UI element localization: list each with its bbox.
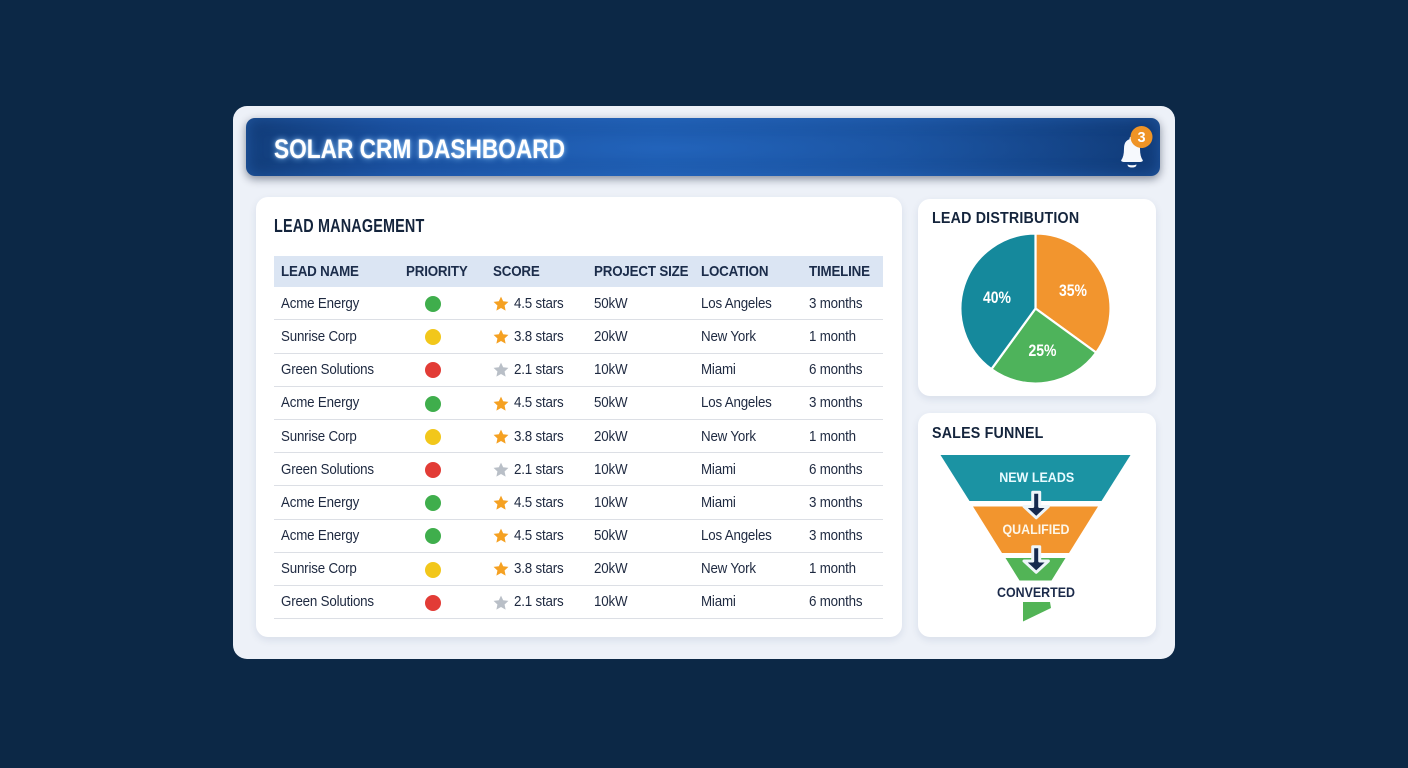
svg-text:NEW LEADS: NEW LEADS bbox=[999, 470, 1074, 485]
svg-text:CONVERTED: CONVERTED bbox=[997, 584, 1075, 600]
svg-text:3: 3 bbox=[1137, 130, 1145, 146]
svg-text:35%: 35% bbox=[1059, 281, 1087, 300]
svg-text:QUALIFIED: QUALIFIED bbox=[1003, 522, 1070, 537]
svg-text:25%: 25% bbox=[1029, 341, 1057, 360]
svg-text:40%: 40% bbox=[983, 288, 1011, 307]
